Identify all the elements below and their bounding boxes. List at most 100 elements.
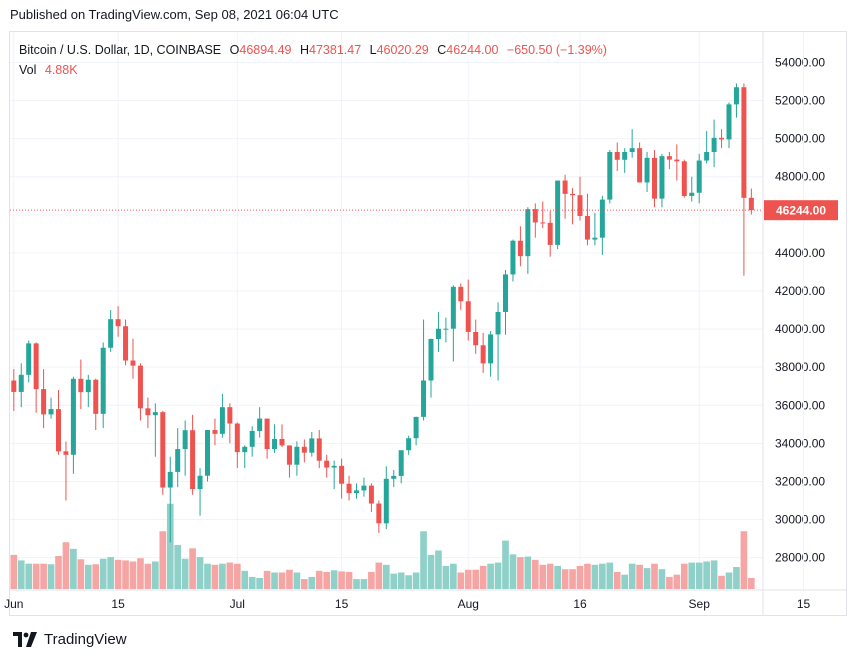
candle-body xyxy=(748,197,754,211)
volume-bar xyxy=(278,572,286,589)
candle-body xyxy=(406,438,412,451)
candle-body xyxy=(339,465,345,484)
candle-body xyxy=(450,286,456,329)
y-tick-label: 54000.00 xyxy=(775,55,825,69)
volume-bar xyxy=(263,570,271,589)
y-tick-label: 52000.00 xyxy=(775,94,825,108)
candle-body xyxy=(398,450,404,476)
volume-bar xyxy=(382,564,390,589)
candle-body xyxy=(719,137,725,140)
volume-bar xyxy=(740,531,748,589)
low-label: L xyxy=(369,43,377,57)
candle-body xyxy=(443,328,449,330)
candle-body xyxy=(540,222,546,224)
tradingview-brand-label: TradingView xyxy=(44,630,127,648)
candle-body xyxy=(637,148,643,183)
candle-body xyxy=(525,209,531,257)
x-tick-label: 16 xyxy=(573,597,587,611)
candle-body xyxy=(711,137,717,152)
y-tick-label: 48000.00 xyxy=(775,170,825,184)
volume-bar xyxy=(613,571,621,589)
volume-bar xyxy=(114,559,122,589)
volume-bar xyxy=(196,557,204,589)
volume-bar xyxy=(546,563,554,589)
candle-body xyxy=(309,438,315,453)
candle-body xyxy=(681,161,687,196)
current-price-badge xyxy=(764,200,838,221)
volume-bar xyxy=(360,579,368,589)
y-tick-label: 40000.00 xyxy=(775,322,825,336)
candle-body xyxy=(48,409,54,415)
volume-bar xyxy=(457,572,465,589)
volume-bar xyxy=(524,556,532,589)
candle-body xyxy=(160,412,166,488)
volume-bar xyxy=(718,575,725,589)
volume-bar xyxy=(10,554,18,589)
candle-body xyxy=(428,338,434,381)
tradingview-logo-icon xyxy=(13,632,37,647)
volume-bar xyxy=(47,564,55,589)
volume-bar xyxy=(435,550,442,589)
volume-bar xyxy=(330,570,338,589)
candle-body xyxy=(368,485,374,504)
published-note: Published on TradingView.com, Sep 08, 20… xyxy=(10,7,339,22)
high-value: 47381.47 xyxy=(309,43,362,57)
volume-bar xyxy=(323,571,331,589)
volume-bar xyxy=(219,563,226,589)
candle-body xyxy=(93,379,99,414)
x-tick-label: Aug xyxy=(458,597,479,611)
x-tick-label: 15 xyxy=(335,597,349,611)
y-tick-label: 38000.00 xyxy=(775,360,825,374)
volume-bar xyxy=(591,564,599,589)
volume-bar xyxy=(174,545,182,589)
candle-body xyxy=(435,328,441,339)
volume-bar xyxy=(226,562,234,589)
volume-bar xyxy=(159,531,167,589)
candle-body xyxy=(78,378,84,393)
volume-bar xyxy=(487,563,494,589)
chart-pane[interactable] xyxy=(9,31,847,616)
volume-bar xyxy=(345,571,353,589)
volume-bar xyxy=(189,548,196,589)
volume-bar xyxy=(99,558,107,589)
volume-bar xyxy=(301,579,308,589)
candle-body xyxy=(383,478,389,524)
candle-body xyxy=(108,319,114,348)
candle-body xyxy=(316,438,322,461)
footer-branding[interactable]: TradingView xyxy=(12,630,127,648)
candle-body xyxy=(704,151,710,161)
volume-bar xyxy=(144,563,152,589)
candle-body xyxy=(301,446,307,453)
candle-body xyxy=(652,157,657,199)
close-label: C xyxy=(437,43,447,57)
candle-body xyxy=(234,423,240,453)
candle-body xyxy=(599,199,605,238)
candle-body xyxy=(324,460,330,468)
candle-body xyxy=(503,274,508,312)
candle-body xyxy=(272,438,278,450)
volume-bar xyxy=(390,573,398,589)
volume-bar xyxy=(368,571,375,589)
volume-bar xyxy=(397,572,405,589)
candle-body xyxy=(100,347,106,414)
volume-bar xyxy=(152,561,159,589)
volume-bar xyxy=(733,567,740,589)
volume-bar xyxy=(606,562,614,589)
current-price-label: 46244.00 xyxy=(776,204,826,218)
candle-body xyxy=(666,156,672,160)
open-label: O xyxy=(229,43,240,57)
volume-bar xyxy=(442,565,450,589)
chart-legend: Bitcoin / U.S. Dollar, 1D, COINBASE O468… xyxy=(19,40,607,80)
volume-bar xyxy=(427,554,435,589)
candle-body xyxy=(391,475,397,479)
volume-bar xyxy=(420,531,427,589)
volume-bar xyxy=(166,503,174,589)
candle-body xyxy=(123,326,129,361)
candle-body xyxy=(570,193,576,196)
volume-bar xyxy=(748,578,755,589)
volume-bar xyxy=(122,560,129,589)
volume-bar xyxy=(621,574,629,589)
volume-bar xyxy=(308,576,316,589)
candle-body xyxy=(733,87,739,105)
